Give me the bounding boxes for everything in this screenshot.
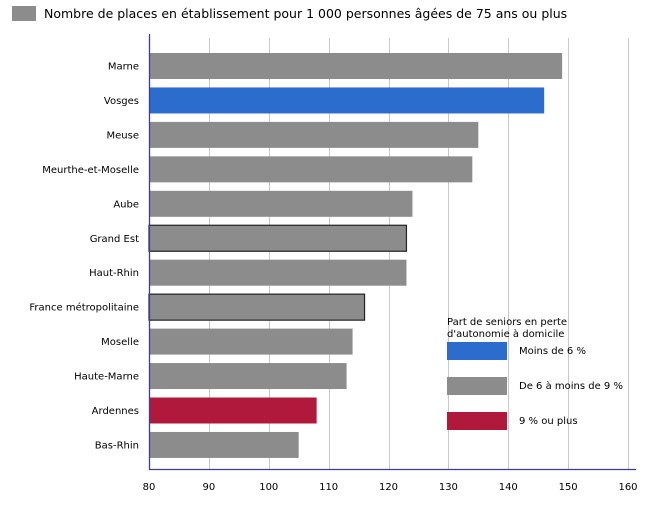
series-legend-swatch [12, 6, 36, 21]
category-label: Haut-Rhin [89, 268, 139, 279]
x-tick-label: 90 [203, 482, 216, 493]
x-tick-label: 130 [439, 482, 458, 493]
legend-label: Moins de 6 % [519, 346, 586, 357]
category-label: Moselle [101, 337, 139, 348]
category-label: Aube [113, 199, 139, 210]
bar [149, 121, 479, 148]
legend-title-line-1: Part de seniors en perte [447, 317, 567, 328]
group-legend: Part de seniors en perte d'autonomie à d… [447, 317, 623, 430]
legend-label: 9 % ou plus [519, 416, 578, 427]
category-label: Bas-Rhin [95, 440, 139, 451]
legend-swatch [447, 342, 507, 360]
bar [149, 259, 407, 286]
bar [149, 363, 347, 390]
category-labels: Marne Vosges Meuse Meurthe-et-Moselle Aube Gr… [29, 62, 139, 452]
series-legend: Nombre de places en établissement pour 1… [12, 6, 567, 21]
bar [149, 87, 545, 114]
bar [149, 53, 563, 79]
bar [149, 190, 413, 217]
bar [149, 431, 299, 458]
legend-title-line-2: d'autonomie à domicile [447, 328, 564, 340]
legend-swatch [447, 412, 507, 430]
x-tick-labels: 80 90 100 110 120 130 140 150 160 [143, 482, 638, 493]
category-label: France métropolitaine [29, 302, 139, 314]
x-tick-label: 160 [618, 482, 637, 493]
category-label: Meuse [107, 130, 139, 141]
category-label: Grand Est [90, 234, 139, 245]
x-tick-label: 100 [259, 482, 278, 493]
x-tick-label: 110 [319, 482, 338, 493]
x-tick-label: 80 [143, 482, 156, 493]
series-legend-label: Nombre de places en établissement pour 1… [44, 6, 567, 21]
category-label: Ardennes [92, 406, 139, 417]
bar [148, 293, 366, 321]
legend-label: De 6 à moins de 9 % [519, 380, 623, 392]
x-tick-label: 140 [499, 482, 518, 493]
bar [149, 156, 473, 183]
bar [149, 328, 353, 355]
category-label: Vosges [104, 96, 139, 107]
bar [149, 397, 317, 424]
category-label: Haute-Marne [74, 372, 139, 383]
legend-swatch [447, 377, 507, 395]
bars [148, 53, 563, 458]
category-label: Meurthe-et-Moselle [42, 165, 139, 176]
x-tick-label: 120 [379, 482, 398, 493]
bar [148, 224, 408, 252]
x-tick-label: 150 [559, 482, 578, 493]
category-label: Marne [108, 62, 139, 73]
axes [148, 34, 636, 471]
